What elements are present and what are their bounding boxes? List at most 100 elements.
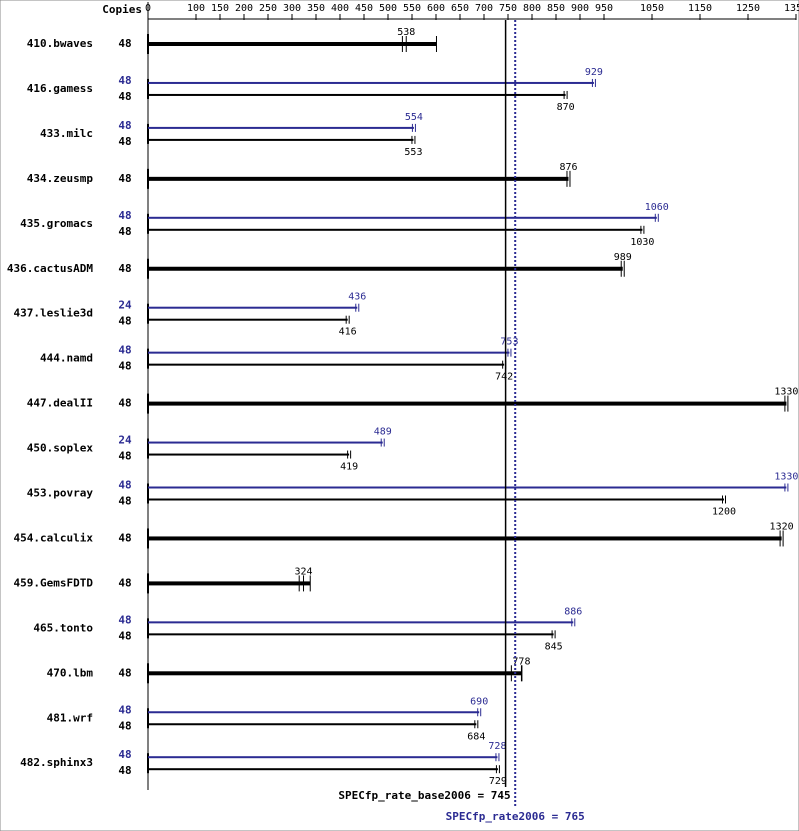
base-value-label: 845 — [545, 641, 563, 652]
peak-copies: 48 — [118, 209, 131, 222]
base-bar — [148, 93, 566, 96]
benchmark-label: 433.milc — [40, 127, 93, 140]
base-bar — [148, 228, 643, 231]
base-value-label: 1030 — [630, 237, 654, 248]
base-value-label: 876 — [559, 162, 577, 173]
x-tick-label: 0 — [145, 3, 151, 14]
base-copies: 48 — [118, 666, 131, 679]
base-value-label: 989 — [614, 252, 632, 263]
base-value-label: 742 — [495, 372, 513, 383]
x-tick-label: 100 — [187, 3, 205, 14]
x-tick-label: 450 — [355, 3, 373, 14]
peak-bar — [148, 216, 657, 219]
x-tick-label: 250 — [259, 3, 277, 14]
peak-bar — [148, 756, 498, 759]
base-value-label: 419 — [340, 462, 358, 473]
copies-header: Copies — [102, 3, 142, 16]
benchmark-label: 436.cactusADM — [7, 262, 93, 275]
x-tick-label: 1050 — [640, 3, 664, 14]
benchmark-label: 459.GemsFDTD — [14, 576, 94, 589]
base-copies: 48 — [118, 262, 131, 275]
benchmark-label: 435.gromacs — [20, 217, 93, 230]
peak-mean-label: SPECfp_rate2006 = 765 — [446, 810, 585, 823]
x-tick-label: 400 — [331, 3, 349, 14]
x-tick-label: 1250 — [736, 3, 760, 14]
base-value-label: 324 — [294, 566, 312, 577]
base-copies: 48 — [118, 576, 131, 589]
peak-bar — [148, 351, 510, 354]
base-value-label: 538 — [397, 27, 415, 38]
peak-bar — [148, 126, 414, 129]
peak-copies: 48 — [118, 613, 131, 626]
base-copies: 48 — [118, 172, 131, 185]
peak-value-label: 690 — [470, 696, 488, 707]
base-copies: 48 — [118, 450, 131, 463]
x-tick-label: 750 — [499, 3, 517, 14]
base-copies: 48 — [118, 495, 131, 508]
peak-copies: 48 — [118, 479, 131, 492]
benchmark-label: 470.lbm — [47, 666, 94, 679]
x-tick-label: 700 — [475, 3, 493, 14]
base-copies: 48 — [118, 225, 131, 238]
base-bar — [148, 176, 569, 181]
x-tick-label: 350 — [307, 3, 325, 14]
base-bar — [148, 671, 522, 676]
peak-value-label: 436 — [348, 292, 366, 303]
peak-value-label: 929 — [585, 67, 603, 78]
benchmark-label: 410.bwaves — [27, 37, 93, 50]
benchmark-label: 434.zeusmp — [27, 172, 94, 185]
peak-copies: 48 — [118, 74, 131, 87]
base-bar — [148, 581, 311, 586]
base-copies: 48 — [118, 135, 131, 148]
peak-value-label: 1330 — [774, 472, 798, 483]
peak-copies: 24 — [118, 434, 132, 447]
peak-bar — [148, 621, 574, 624]
x-tick-label: 900 — [571, 3, 589, 14]
base-value-label: 729 — [489, 776, 507, 787]
peak-copies: 48 — [118, 748, 131, 761]
benchmark-label: 447.dealII — [27, 397, 93, 410]
base-value-label: 684 — [467, 731, 485, 742]
x-tick-label: 200 — [235, 3, 253, 14]
base-value-label: 1320 — [770, 521, 794, 532]
benchmark-label: 444.namd — [40, 352, 93, 365]
base-bar — [148, 453, 350, 456]
base-value-label: 553 — [404, 147, 422, 158]
base-bar — [148, 363, 505, 366]
base-value-label: 416 — [339, 327, 357, 338]
base-bar — [148, 536, 782, 541]
base-bar — [148, 42, 437, 46]
peak-copies: 48 — [118, 703, 131, 716]
peak-bar — [148, 711, 480, 714]
benchmark-label: 416.gamess — [27, 82, 93, 95]
x-tick-label: 600 — [427, 3, 445, 14]
base-bar — [148, 401, 787, 406]
base-bar — [148, 633, 554, 636]
benchmark-label: 437.leslie3d — [14, 307, 93, 320]
x-tick-label: 950 — [595, 3, 613, 14]
base-copies: 48 — [118, 90, 131, 103]
x-tick-label: 650 — [451, 3, 469, 14]
peak-value-label: 753 — [500, 337, 518, 348]
x-tick-label: 850 — [547, 3, 565, 14]
base-copies: 48 — [118, 397, 131, 410]
peak-bar — [148, 441, 383, 444]
base-copies: 48 — [118, 360, 131, 373]
base-value-label: 1330 — [774, 387, 798, 398]
peak-copies: 48 — [118, 344, 131, 357]
benchmark-label: 482.sphinx3 — [20, 756, 93, 769]
base-copies: 48 — [118, 764, 131, 777]
peak-value-label: 489 — [374, 427, 392, 438]
peak-value-label: 728 — [488, 741, 506, 752]
peak-value-label: 886 — [564, 606, 582, 617]
base-bar — [148, 768, 498, 771]
benchmark-label: 481.wrf — [47, 711, 93, 724]
base-bar — [148, 138, 414, 141]
benchmark-label: 450.soplex — [27, 442, 94, 455]
peak-value-label: 554 — [405, 112, 423, 123]
x-tick-label: 1150 — [688, 3, 712, 14]
base-bar — [148, 723, 477, 726]
base-bar — [148, 266, 623, 271]
base-copies: 48 — [118, 719, 131, 732]
